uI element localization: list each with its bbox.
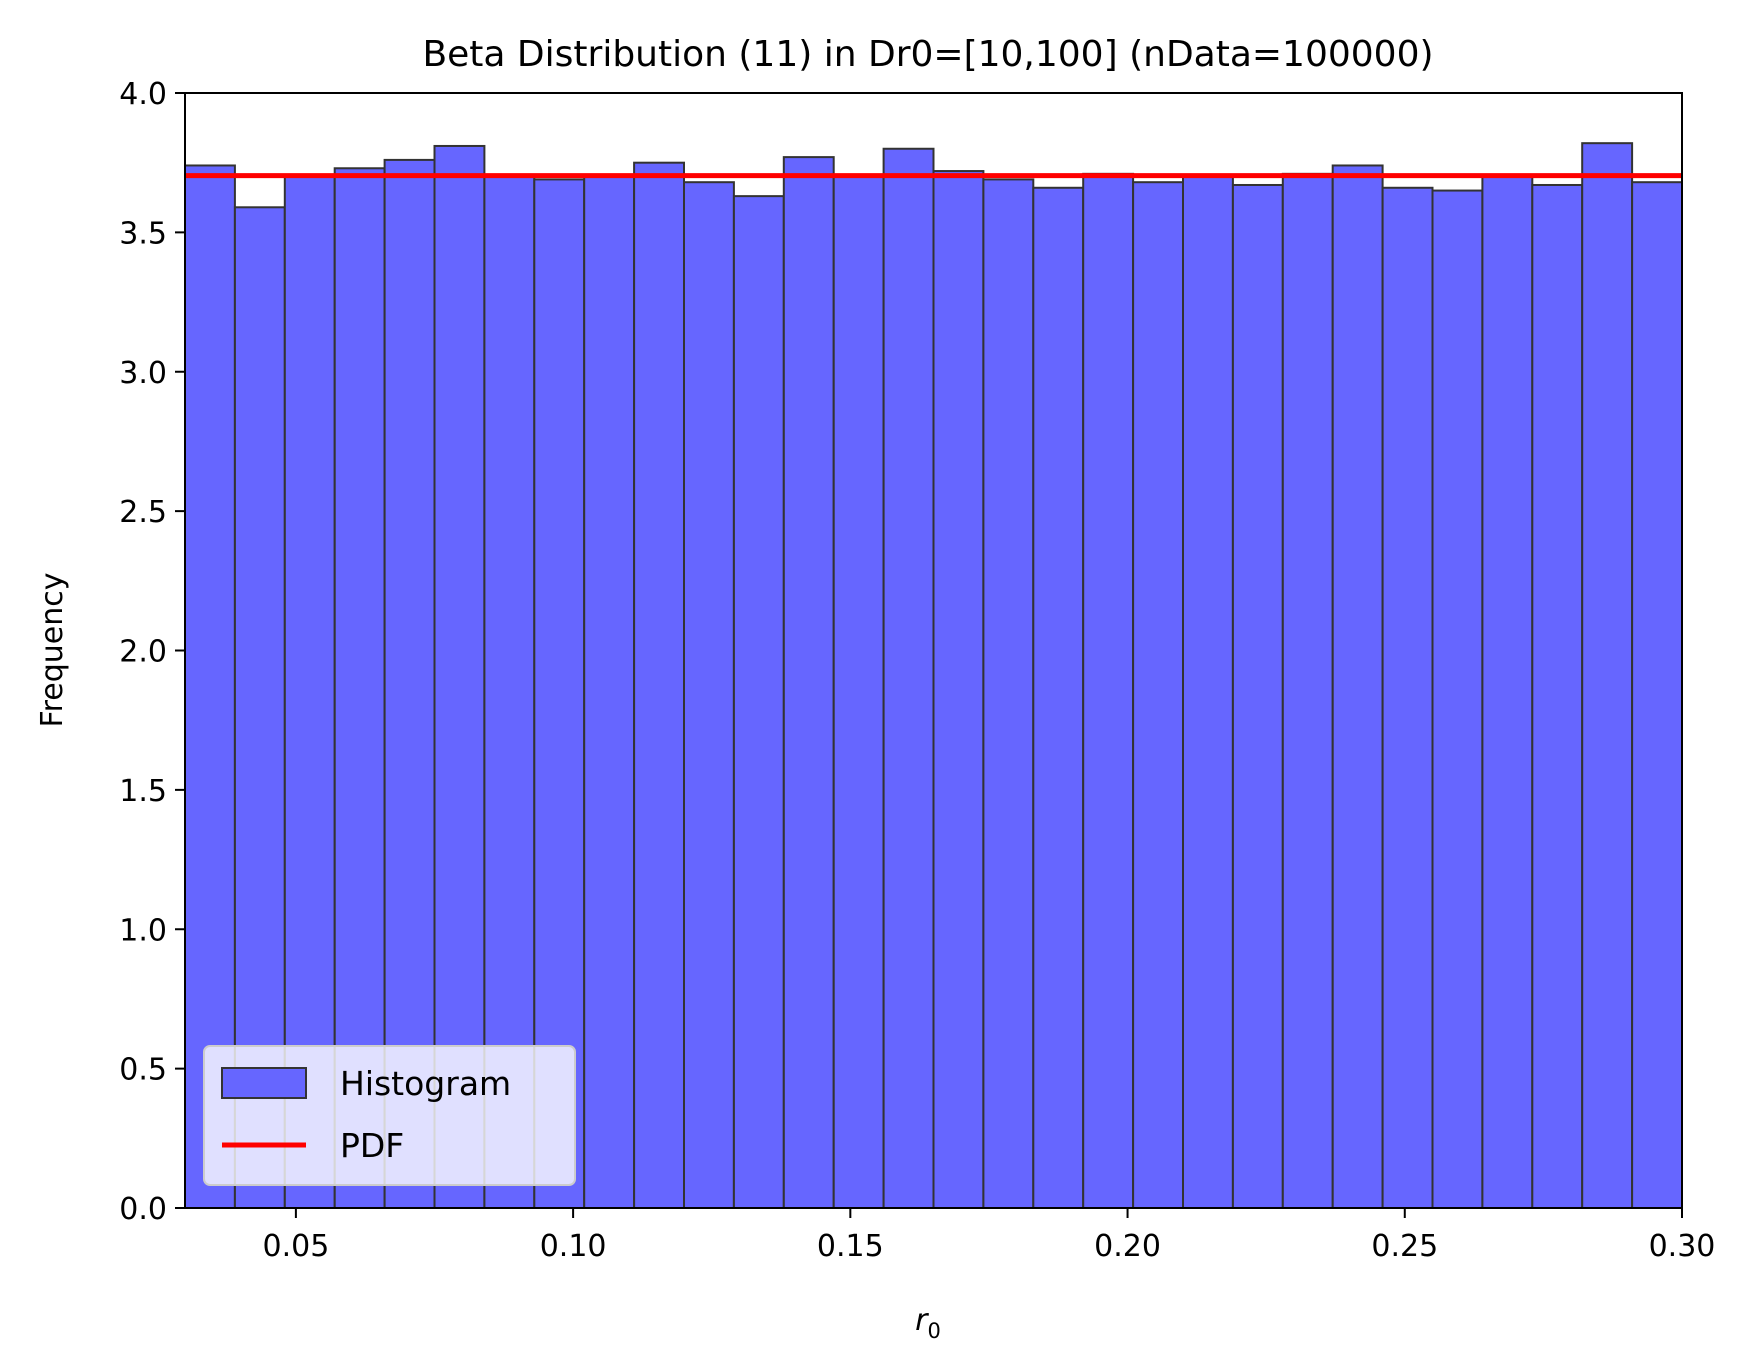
histogram-bar <box>982 178 1035 1210</box>
histogram-bar <box>233 206 286 1210</box>
x-axis-label: r0 <box>915 1303 941 1343</box>
histogram-bar <box>1381 186 1434 1209</box>
legend-histogram-label: Histogram <box>340 1064 511 1103</box>
chart-title: Beta Distribution (11) in Dr0=[10,100] (… <box>422 34 1433 75</box>
x-axis-label-subscript: 0 <box>927 1319 940 1343</box>
y-axis-ticks: 0.0 0.5 1.0 1.5 2.0 2.5 3.0 3.5 4.0 <box>119 77 185 1227</box>
legend: Histogram PDF <box>203 1045 576 1186</box>
histogram-bar <box>1281 172 1334 1209</box>
y-tick-label: 2.5 <box>119 495 167 530</box>
x-tick-label: 0.05 <box>262 1229 329 1264</box>
y-tick-label: 0.5 <box>119 1053 167 1088</box>
x-tick-label: 0.10 <box>540 1229 607 1264</box>
histogram-bar <box>782 156 835 1209</box>
y-tick-label: 3.0 <box>119 356 167 391</box>
histogram-bar <box>1082 172 1135 1209</box>
histogram-bar <box>1331 164 1384 1210</box>
histogram-bar <box>533 178 586 1210</box>
histogram-bar <box>1581 142 1634 1209</box>
histogram-bar <box>1231 183 1284 1210</box>
histogram-bars <box>184 142 1683 1210</box>
histogram-bar <box>633 161 685 1209</box>
histogram-bar <box>1631 181 1683 1210</box>
histogram-bar <box>433 144 486 1209</box>
histogram-bar <box>1132 181 1184 1210</box>
histogram-bar <box>683 181 735 1210</box>
histogram-bar <box>932 170 985 1209</box>
y-tick-label: 2.0 <box>119 635 167 670</box>
histogram-bar <box>1182 175 1234 1209</box>
histogram-bar <box>184 164 236 1210</box>
histogram-bar <box>832 175 885 1209</box>
histogram-bar <box>882 147 935 1209</box>
y-tick-label: 1.5 <box>119 774 167 809</box>
legend-histogram-swatch <box>221 1067 307 1099</box>
y-tick-label: 4.0 <box>119 77 167 112</box>
x-axis-label-main: r <box>915 1303 929 1338</box>
y-axis-label: Frequency <box>35 573 70 728</box>
histogram-bar <box>1531 183 1584 1210</box>
histogram-bar <box>583 175 636 1209</box>
x-tick-label: 0.20 <box>1094 1229 1161 1264</box>
histogram-bar <box>1481 175 1534 1209</box>
histogram-bar <box>732 195 785 1209</box>
x-axis-ticks: 0.05 0.10 0.15 0.20 0.25 0.30 <box>262 1208 1715 1264</box>
x-tick-label: 0.15 <box>817 1229 884 1264</box>
y-tick-label: 0.0 <box>119 1192 167 1227</box>
y-tick-label: 1.0 <box>119 913 167 948</box>
histogram-bar <box>1431 189 1484 1209</box>
x-tick-label: 0.30 <box>1649 1229 1716 1264</box>
histogram-bar <box>1032 186 1085 1209</box>
y-tick-label: 3.5 <box>119 216 167 251</box>
legend-pdf-label: PDF <box>340 1126 404 1165</box>
x-tick-label: 0.25 <box>1371 1229 1438 1264</box>
